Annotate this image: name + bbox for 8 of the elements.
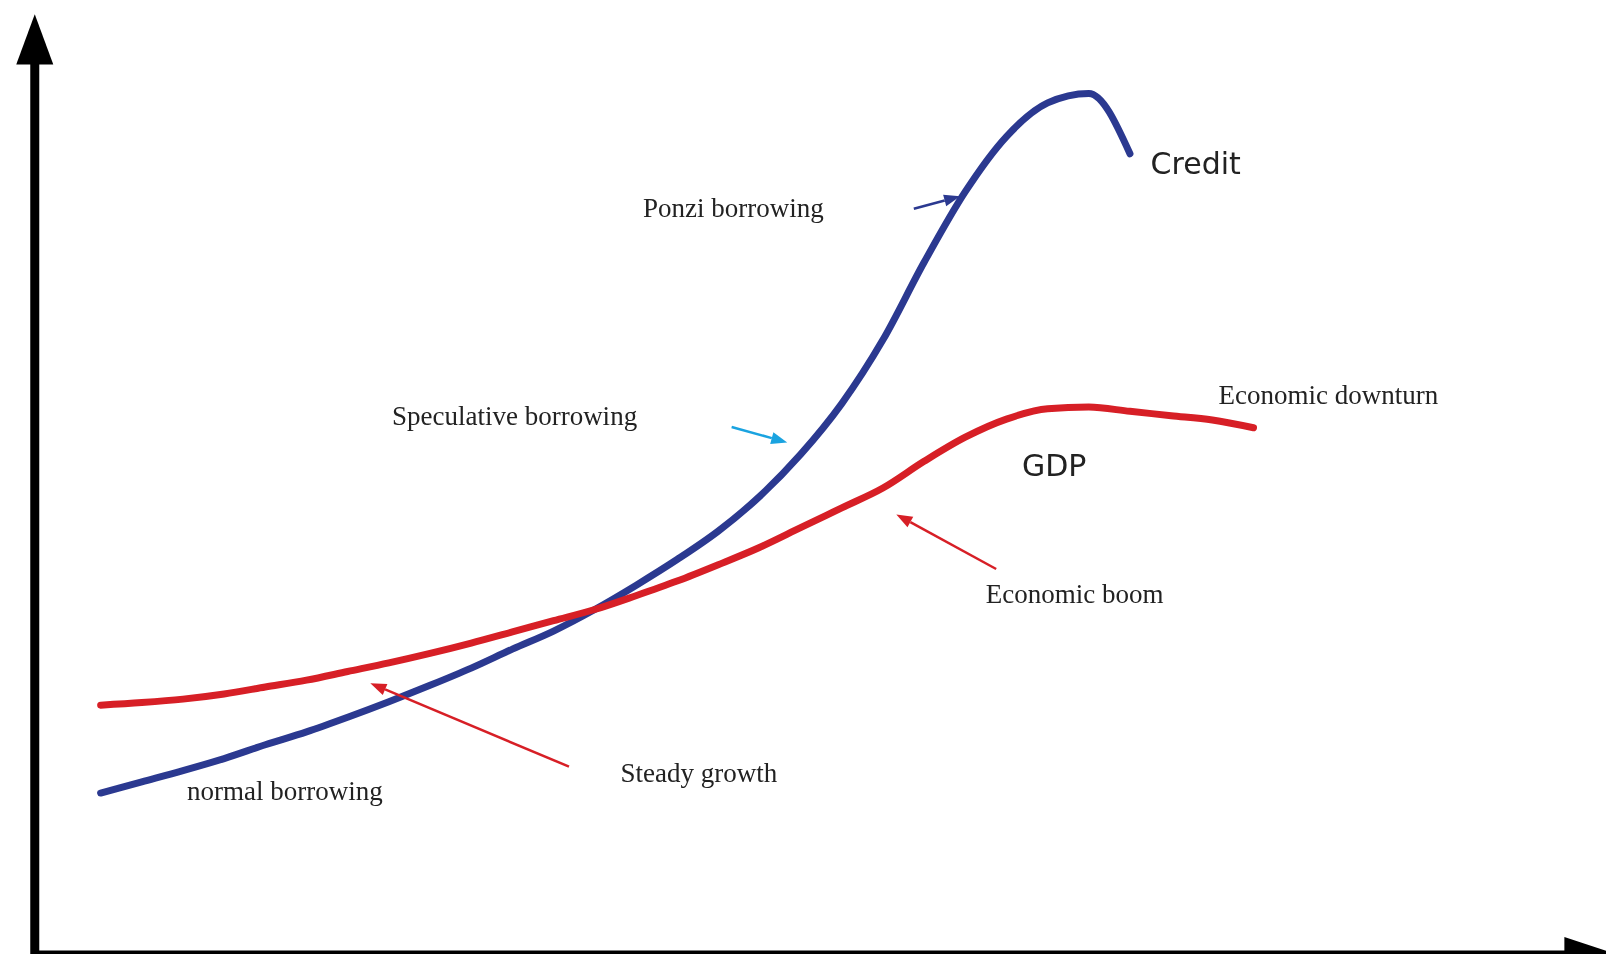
annotation: Ponzi borrowing — [643, 192, 824, 223]
series-label: Credit — [1150, 146, 1242, 182]
annotation: Speculative borrowing — [391, 400, 638, 431]
annotation: Economic downturn — [1218, 380, 1439, 411]
annotation: normal borrowing — [187, 775, 383, 806]
annotation: Economic boom — [985, 578, 1164, 609]
annotation: Steady growth — [620, 758, 778, 789]
series-label: GDP — [1021, 448, 1087, 484]
